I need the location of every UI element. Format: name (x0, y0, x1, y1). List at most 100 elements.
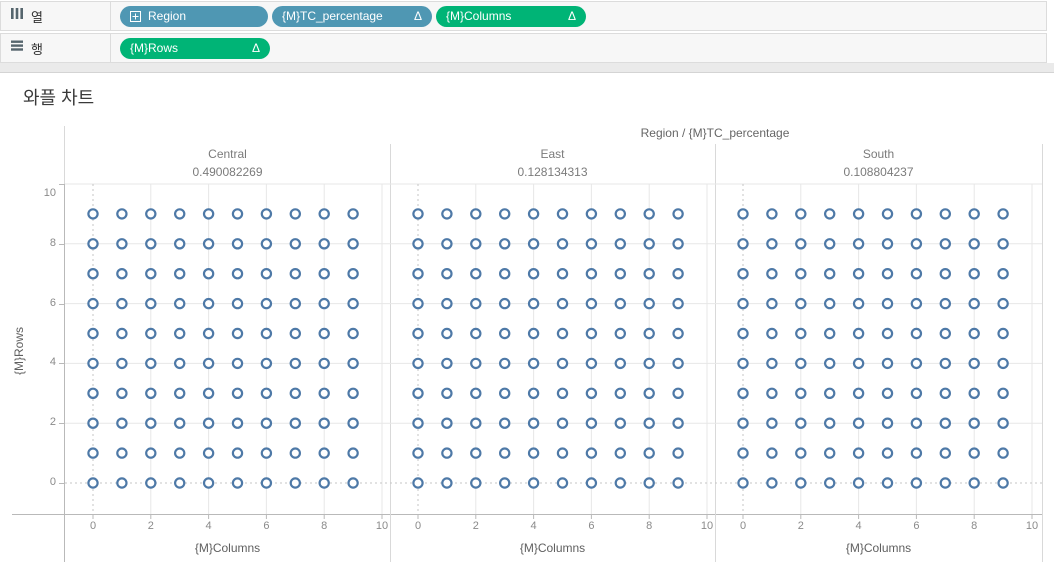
mark-circle[interactable] (672, 357, 684, 370)
mark-circle[interactable] (260, 447, 273, 459)
mark-circle[interactable] (87, 387, 99, 399)
mark-circle[interactable] (116, 297, 128, 310)
mark-circle[interactable] (795, 477, 807, 489)
mark-circle[interactable] (318, 417, 330, 429)
mark-circle[interactable] (556, 447, 569, 459)
mark-circle[interactable] (968, 297, 980, 310)
mark-circle[interactable] (614, 447, 626, 459)
mark-circle[interactable] (116, 417, 128, 429)
mark-circle[interactable] (173, 208, 186, 220)
mark-circle[interactable] (527, 267, 540, 280)
mark-circle[interactable] (87, 357, 99, 370)
mark-circle[interactable] (260, 477, 273, 489)
mark-circle[interactable] (87, 477, 99, 489)
mark-circle[interactable] (997, 357, 1009, 370)
mark-circle[interactable] (145, 208, 157, 220)
mark-circle[interactable] (766, 238, 778, 250)
mark-circle[interactable] (173, 387, 186, 399)
mark-circle[interactable] (145, 477, 157, 489)
mark-circle[interactable] (997, 297, 1009, 310)
mark-circle[interactable] (643, 297, 655, 310)
mark-circle[interactable] (672, 208, 684, 220)
mark-circle[interactable] (202, 208, 215, 220)
mark-circle[interactable] (202, 238, 215, 250)
mark-circle[interactable] (231, 267, 244, 280)
mark-circle[interactable] (260, 238, 273, 250)
mark-circle[interactable] (260, 357, 273, 370)
mark-circle[interactable] (672, 387, 684, 399)
mark-circle[interactable] (939, 477, 951, 489)
mark-circle[interactable] (910, 327, 923, 340)
mark-circle[interactable] (441, 477, 453, 489)
mark-circle[interactable] (145, 447, 157, 459)
mark-circle[interactable] (881, 447, 894, 459)
mark-circle[interactable] (968, 477, 980, 489)
mark-circle[interactable] (116, 357, 128, 370)
mark-circle[interactable] (145, 387, 157, 399)
mark-circle[interactable] (939, 297, 951, 310)
mark-circle[interactable] (173, 297, 186, 310)
mark-circle[interactable] (116, 238, 128, 250)
mark-circle[interactable] (968, 387, 980, 399)
mark-circle[interactable] (318, 357, 330, 370)
mark-circle[interactable] (260, 297, 273, 310)
mark-circle[interactable] (766, 357, 778, 370)
mark-circle[interactable] (145, 238, 157, 250)
mark-circle[interactable] (498, 477, 511, 489)
expand-plus-box-icon[interactable] (130, 10, 141, 22)
mark-circle[interactable] (910, 357, 923, 370)
mark-circle[interactable] (910, 267, 923, 280)
mark-circle[interactable] (672, 297, 684, 310)
mark-circle[interactable] (968, 238, 980, 250)
mark-circle[interactable] (823, 447, 836, 459)
mark-circle[interactable] (498, 267, 511, 280)
mark-circle[interactable] (527, 238, 540, 250)
mark-circle[interactable] (116, 327, 128, 340)
mark-circle[interactable] (643, 447, 655, 459)
mark-circle[interactable] (823, 267, 836, 280)
pill-region[interactable]: Region (120, 5, 268, 27)
mark-circle[interactable] (737, 417, 749, 429)
mark-circle[interactable] (556, 267, 569, 280)
mark-circle[interactable] (766, 267, 778, 280)
mark-circle[interactable] (737, 208, 749, 220)
mark-circle[interactable] (795, 267, 807, 280)
mark-circle[interactable] (412, 417, 424, 429)
mark-circle[interactable] (412, 238, 424, 250)
mark-circle[interactable] (231, 387, 244, 399)
mark-circle[interactable] (527, 417, 540, 429)
mark-circle[interactable] (289, 447, 301, 459)
mark-circle[interactable] (614, 208, 626, 220)
mark-circle[interactable] (823, 387, 836, 399)
mark-circle[interactable] (939, 267, 951, 280)
mark-circle[interactable] (766, 297, 778, 310)
mark-circle[interactable] (737, 477, 749, 489)
mark-circle[interactable] (852, 208, 865, 220)
mark-circle[interactable] (737, 387, 749, 399)
mark-circle[interactable] (116, 208, 128, 220)
mark-circle[interactable] (145, 417, 157, 429)
mark-circle[interactable] (289, 297, 301, 310)
mark-circle[interactable] (852, 357, 865, 370)
mark-circle[interactable] (556, 387, 569, 399)
mark-circle[interactable] (470, 387, 482, 399)
mark-circle[interactable] (672, 447, 684, 459)
mark-circle[interactable] (881, 477, 894, 489)
mark-circle[interactable] (527, 297, 540, 310)
mark-circle[interactable] (231, 447, 244, 459)
mark-circle[interactable] (766, 417, 778, 429)
mark-circle[interactable] (795, 327, 807, 340)
mark-circle[interactable] (116, 477, 128, 489)
mark-circle[interactable] (766, 387, 778, 399)
mark-circle[interactable] (318, 447, 330, 459)
mark-circle[interactable] (173, 477, 186, 489)
mark-circle[interactable] (527, 477, 540, 489)
pill-rows-measure[interactable]: {M}Rows Δ (120, 37, 270, 59)
mark-circle[interactable] (737, 297, 749, 310)
mark-circle[interactable] (527, 327, 540, 340)
mark-circle[interactable] (145, 357, 157, 370)
mark-circle[interactable] (997, 387, 1009, 399)
mark-circle[interactable] (910, 417, 923, 429)
mark-circle[interactable] (585, 357, 598, 370)
mark-circle[interactable] (852, 238, 865, 250)
